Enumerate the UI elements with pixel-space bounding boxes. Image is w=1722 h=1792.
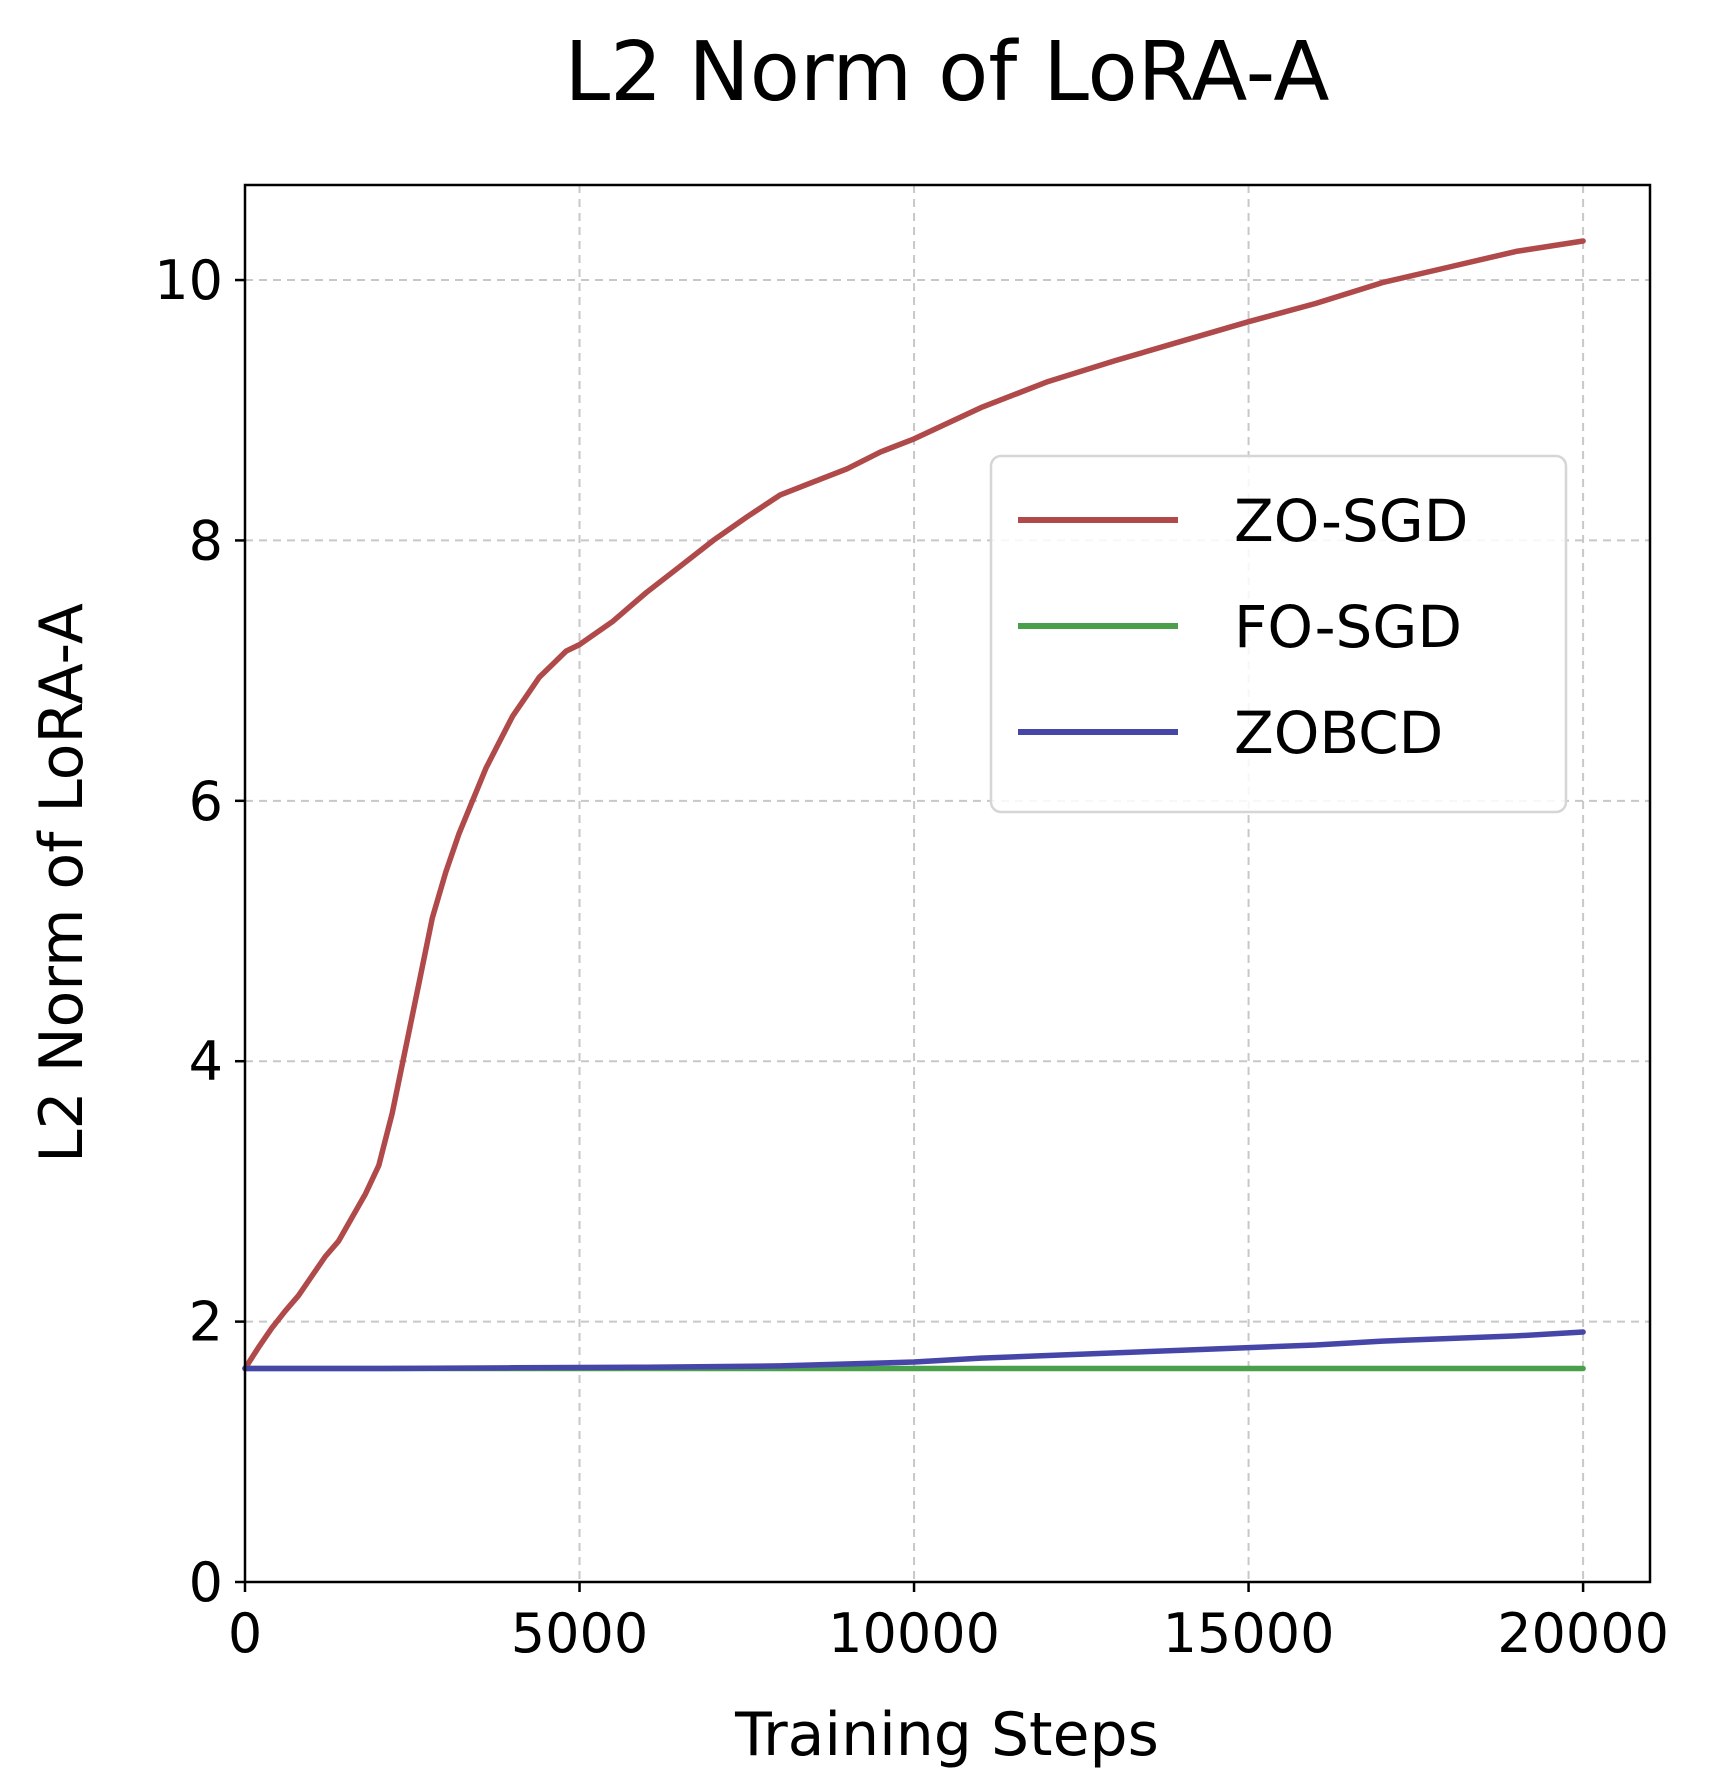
y-tick-label: 4 <box>189 1030 223 1093</box>
axis-ticks: 0 5000 10000 15000 20000 0 2 4 6 8 10 <box>154 249 1669 1665</box>
series-line-zobcd <box>242 1329 1586 1372</box>
legend-label-fo-sgd: FO-SGD <box>1234 593 1462 661</box>
y-tick-label: 0 <box>189 1551 223 1614</box>
x-tick-label: 0 <box>228 1602 262 1665</box>
y-tick-label: 10 <box>154 249 223 312</box>
grid-lines <box>244 185 1650 1583</box>
legend-label-zo-sgd: ZO-SGD <box>1234 487 1468 555</box>
x-tick-label: 20000 <box>1497 1602 1669 1665</box>
x-tick-label: 10000 <box>828 1602 1000 1665</box>
y-tick-label: 6 <box>189 770 223 833</box>
y-tick-label: 8 <box>189 509 223 572</box>
series-line-zo-sgd <box>242 238 1586 1372</box>
plot-area-frame <box>243 183 1652 1584</box>
legend-box <box>989 454 1568 814</box>
chart-title: L2 Norm of LoRA-A <box>565 25 1330 120</box>
legend-label-zobcd: ZOBCD <box>1234 699 1443 767</box>
x-tick-label: 5000 <box>511 1602 648 1665</box>
x-axis-label: Training Steps <box>734 1700 1159 1770</box>
legend: ZO-SGD FO-SGD ZOBCD <box>989 454 1568 814</box>
series-lines <box>242 238 1586 1372</box>
x-tick-label: 15000 <box>1163 1602 1335 1665</box>
y-axis-label: L2 Norm of LoRA-A <box>27 603 97 1163</box>
y-tick-label: 2 <box>189 1291 223 1354</box>
